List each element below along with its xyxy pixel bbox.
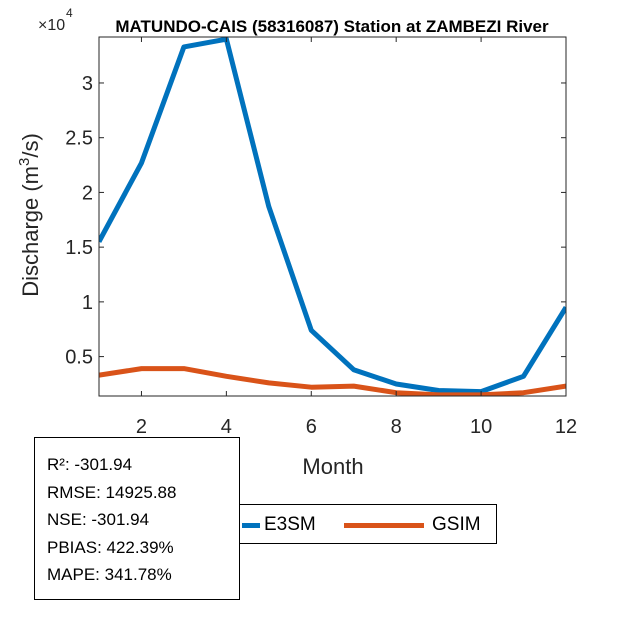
x-tick-label: 8 — [391, 416, 402, 438]
plot-area — [99, 37, 566, 396]
legend-label-gsim: GSIM — [432, 514, 481, 535]
y-tick-label: 3 — [82, 73, 93, 95]
y-tick-label: 0.5 — [65, 347, 93, 369]
series-line-gsim — [99, 366, 566, 396]
stat-pbias: PBIAS: 422.39% — [47, 538, 174, 557]
legend-line-e3sm — [242, 523, 260, 528]
legend-label-e3sm: E3SM — [264, 514, 316, 535]
x-axis-label: Month — [302, 454, 363, 479]
x-tick-label: 4 — [221, 416, 232, 438]
plot-frame — [98, 36, 567, 397]
y-exponent-power: 4 — [66, 6, 73, 20]
legend-line-gsim — [344, 523, 424, 528]
x-tick-label: 6 — [306, 416, 317, 438]
series-layer — [99, 37, 566, 396]
y-tick-label: 1.5 — [65, 237, 93, 259]
y-tick-label: 2 — [82, 182, 93, 204]
stat-r2: R²: -301.94 — [47, 455, 133, 474]
x-axis: 2 4 6 8 10 12 — [136, 37, 577, 438]
legend: E3SM GSIM — [240, 504, 497, 544]
y-exponent-label: ×10 — [38, 17, 65, 34]
stat-mape: MAPE: 341.78% — [47, 565, 172, 584]
x-tick-label: 10 — [470, 416, 492, 438]
stat-rmse: RMSE: 14925.88 — [47, 483, 177, 502]
y-tick-label: 2.5 — [65, 128, 93, 150]
y-axis: 0.5 1 1.5 2 2.5 3 — [65, 73, 566, 369]
chart-title: MATUNDO-CAIS (58316087) Station at ZAMBE… — [115, 17, 549, 36]
y-axis-label-base: Discharge (m — [18, 166, 43, 297]
x-tick-label: 12 — [555, 416, 577, 438]
series-line-e3sm — [99, 37, 566, 395]
y-tick-label: 1 — [82, 292, 93, 314]
y-axis-label: Discharge (m3/s) — [16, 133, 43, 297]
stat-nse: NSE: -301.94 — [47, 510, 150, 529]
stats-box: R²: -301.94 RMSE: 14925.88 NSE: -301.94 … — [34, 437, 240, 600]
x-tick-label: 2 — [136, 416, 147, 438]
y-axis-label-tail: /s) — [18, 133, 43, 157]
y-axis-label-superscript: 3 — [16, 158, 33, 166]
